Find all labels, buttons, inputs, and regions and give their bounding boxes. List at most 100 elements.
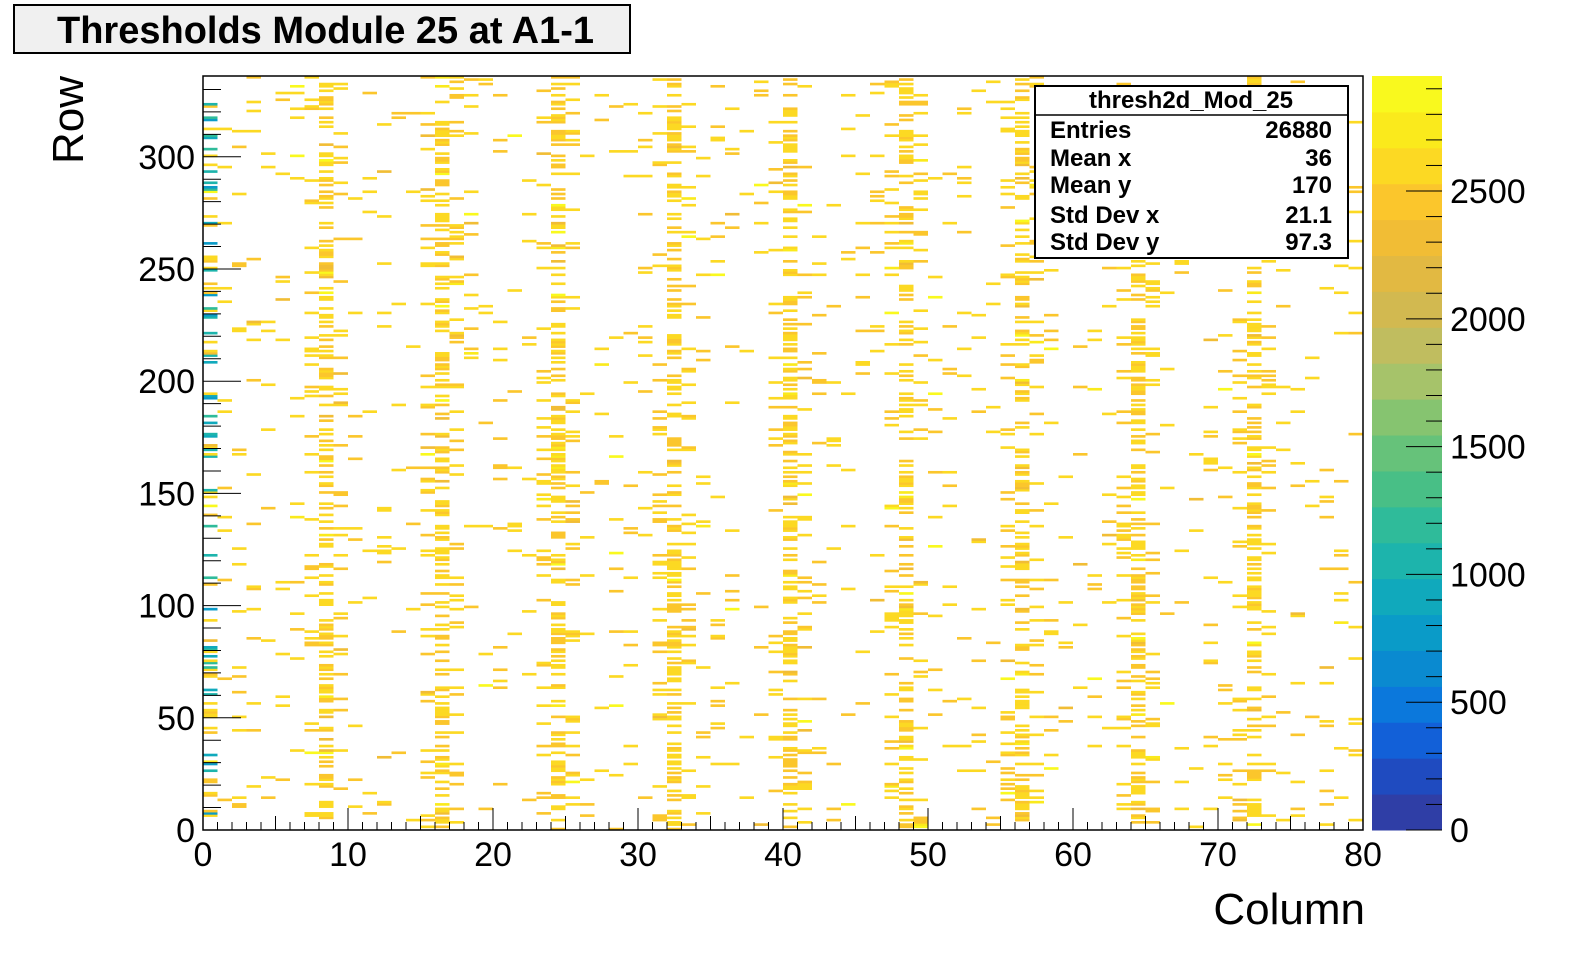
heatmap-cell <box>275 704 290 707</box>
heatmap-cell <box>304 576 319 580</box>
heatmap-cell <box>304 814 319 817</box>
heatmap-cell <box>1000 206 1015 209</box>
heatmap-cell <box>1247 448 1262 452</box>
heatmap-cell <box>1348 190 1363 194</box>
heatmap-cell <box>1305 356 1320 360</box>
heatmap-cell <box>1261 385 1276 389</box>
heatmap-cell <box>319 100 334 104</box>
heatmap-cell <box>768 181 783 185</box>
heatmap-cell <box>899 477 914 481</box>
heatmap-cell <box>667 298 682 301</box>
heatmap-cell <box>783 347 798 351</box>
heatmap-cell <box>1189 453 1204 456</box>
color-scale <box>1372 76 1442 831</box>
heatmap-cell <box>783 338 798 342</box>
heatmap-cell <box>420 533 435 537</box>
heatmap-cell <box>565 401 580 405</box>
heatmap-cell <box>623 331 638 335</box>
heatmap-cell <box>681 661 696 665</box>
heatmap-cell <box>1000 446 1015 449</box>
heatmap-cell <box>435 569 450 573</box>
heatmap-cell <box>565 634 580 638</box>
heatmap-cell <box>652 713 667 716</box>
heatmap-cell <box>884 343 899 346</box>
heatmap-cell <box>1247 417 1262 420</box>
heatmap-cell <box>884 246 899 250</box>
color-scale-tick-label: 500 <box>1450 684 1507 722</box>
heatmap-cell <box>1029 715 1044 719</box>
heatmap-cell <box>1044 578 1059 582</box>
heatmap-cell <box>1131 807 1146 811</box>
heatmap-cell <box>899 740 914 743</box>
heatmap-cell <box>1334 746 1349 750</box>
heatmap-cell <box>884 740 899 743</box>
heatmap-cell <box>420 302 435 306</box>
heatmap-cell <box>899 206 914 209</box>
heatmap-cell <box>971 538 986 541</box>
heatmap-cell <box>594 482 609 485</box>
heatmap-cell <box>1348 753 1363 757</box>
heatmap-cell <box>1116 421 1131 425</box>
heatmap-cell <box>580 536 595 539</box>
heatmap-cell <box>551 356 566 360</box>
heatmap-cell <box>551 367 566 371</box>
heatmap-cell <box>1131 814 1146 817</box>
heatmap-cell <box>1261 369 1276 373</box>
heatmap-cell <box>435 486 450 490</box>
heatmap-cell <box>319 623 334 627</box>
heatmap-cell <box>1247 466 1262 470</box>
heatmap-cell <box>290 396 305 400</box>
heatmap-cell <box>1015 486 1030 490</box>
heatmap-cell <box>319 464 334 467</box>
heatmap-cell <box>1232 697 1247 701</box>
heatmap-cell <box>362 812 377 815</box>
heatmap-cell <box>812 746 827 750</box>
heatmap-cell <box>551 338 566 342</box>
heatmap-cell <box>957 374 972 378</box>
heatmap-cell <box>667 381 682 384</box>
heatmap-cell <box>884 785 899 788</box>
heatmap-cell <box>1015 381 1030 384</box>
heatmap-cell <box>1189 497 1204 501</box>
heatmap-cell <box>667 688 682 692</box>
heatmap-cell <box>1290 387 1305 391</box>
heatmap-cell <box>551 221 566 225</box>
heatmap-cell <box>783 787 798 790</box>
heatmap-cell <box>797 645 812 649</box>
heatmap-cell <box>957 230 972 234</box>
heatmap-cell <box>464 307 479 310</box>
heatmap-cell <box>783 298 798 301</box>
heatmap-cell <box>623 174 638 178</box>
heatmap-cell <box>899 688 914 692</box>
heatmap-cell <box>1276 771 1291 775</box>
heatmap-cell <box>667 742 682 746</box>
heatmap-cell <box>1131 421 1146 425</box>
heatmap-cell <box>1131 693 1146 696</box>
heatmap-cell <box>449 607 464 611</box>
heatmap-cell <box>884 84 899 88</box>
heatmap-cell <box>667 549 682 553</box>
heatmap-cell <box>1131 365 1146 369</box>
heatmap-cell <box>304 594 319 598</box>
heatmap-cell <box>667 105 682 108</box>
heatmap-cell <box>768 789 783 793</box>
heatmap-cell <box>493 668 508 672</box>
heatmap-cell <box>783 190 798 194</box>
heatmap-cell <box>1319 789 1334 793</box>
heatmap-cell <box>1116 538 1131 541</box>
heatmap-cell <box>217 486 232 490</box>
heatmap-cell <box>899 605 914 609</box>
heatmap-cell <box>652 520 667 523</box>
heatmap-cell <box>899 82 914 86</box>
heatmap-cell <box>551 733 566 737</box>
heatmap-cell <box>667 136 682 140</box>
heatmap-cell <box>754 183 769 187</box>
heatmap-cell <box>217 399 232 402</box>
heatmap-cell <box>754 201 769 205</box>
heatmap-cell <box>420 592 435 595</box>
heatmap-cell <box>783 143 798 146</box>
heatmap-cell <box>667 542 682 546</box>
heatmap-cell <box>754 605 769 609</box>
heatmap-cell <box>942 744 957 748</box>
